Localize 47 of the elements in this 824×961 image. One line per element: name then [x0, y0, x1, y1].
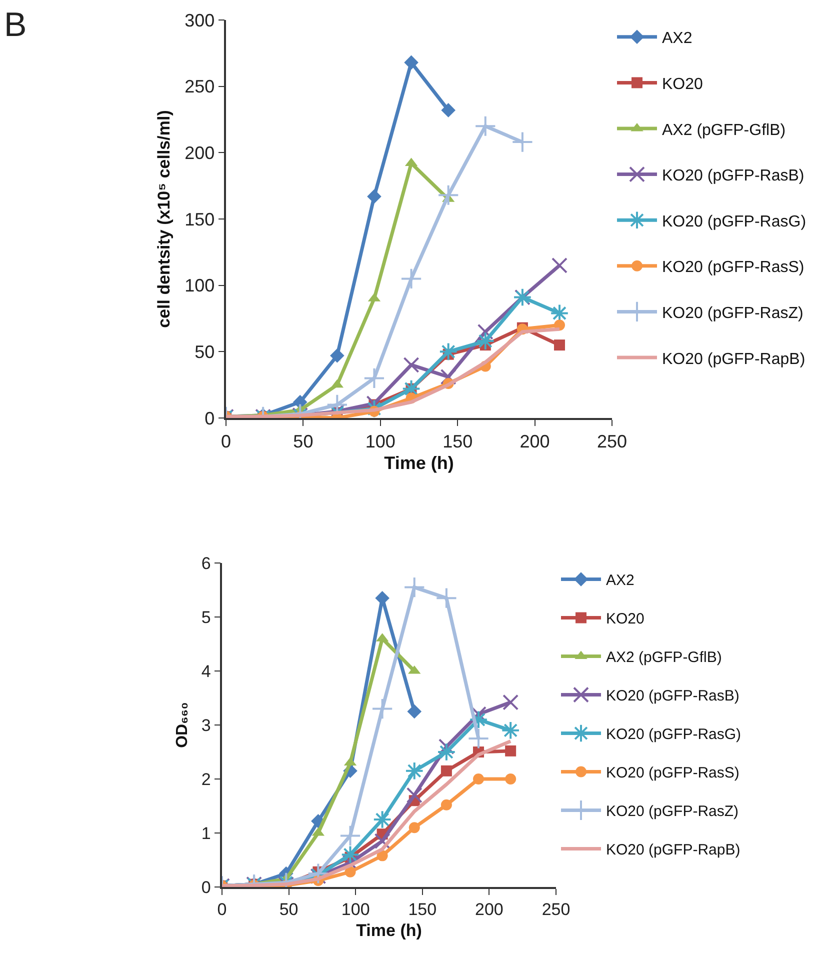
x-tick-label: 250	[596, 431, 628, 452]
y-tick-label: 0	[204, 408, 215, 428]
y-tick-label: 300	[184, 10, 215, 30]
legend-label: KO20 (pGFP-RasB)	[606, 688, 740, 705]
legend-label: KO20 (pGFP-RasZ)	[662, 304, 804, 322]
x-tick-label: 50	[293, 431, 314, 452]
x-axis-title: Time (h)	[356, 921, 422, 940]
legend-label: KO20 (pGFP-RasZ)	[606, 803, 739, 820]
y-axis-title: OD₆₆₀	[174, 702, 191, 748]
legend-label: KO20 (pGFP-RasS)	[606, 764, 740, 782]
x-tick-label: 0	[217, 900, 227, 920]
legend-label: KO20 (pGFP-RasS)	[662, 259, 804, 276]
legend-label: KO20	[662, 76, 704, 93]
legend-label: AX2 (pGFP-GflB)	[606, 649, 722, 666]
x-tick-label: 200	[475, 900, 504, 920]
text: B	[4, 6, 27, 44]
x-tick-label: 250	[542, 900, 570, 920]
legend-label: AX2	[662, 30, 692, 48]
x-tick-label: 50	[279, 900, 298, 920]
x-tick-label: 100	[365, 431, 396, 452]
legend-label: AX2 (pGFP-GflB)	[662, 122, 786, 139]
y-tick-label: 100	[184, 276, 215, 296]
legend-label: KO20	[606, 610, 644, 628]
y-tick-label: 0	[201, 878, 211, 897]
legend-label: KO20 (pGFP-RapB)	[662, 350, 806, 368]
y-tick-label: 200	[184, 142, 215, 163]
y-tick-label: 1	[201, 824, 211, 843]
y-tick-label: 3	[201, 716, 211, 735]
y-tick-label: 4	[201, 662, 211, 681]
y-tick-label: 5	[201, 608, 211, 627]
y-tick-label: 6	[201, 554, 211, 573]
x-tick-label: 0	[220, 431, 232, 452]
y-axis-title: cell dentsity (x10⁵ cells/ml)	[154, 110, 174, 328]
legend-label: AX2	[606, 572, 634, 590]
legend-label: KO20 (pGFP-RasB)	[662, 168, 804, 185]
x-tick-label: 150	[442, 431, 473, 452]
legend-label: KO20 (pGFP-RasG)	[662, 213, 806, 230]
legend-label: KO20 (pGFP-RasG)	[606, 726, 742, 744]
y-tick-label: 2	[201, 770, 211, 789]
y-tick-label: 250	[184, 76, 215, 97]
x-tick-label: 200	[520, 431, 550, 452]
x-axis-title: Time (h)	[384, 452, 454, 473]
y-tick-label: 50	[194, 342, 215, 362]
x-tick-label: 100	[341, 900, 370, 920]
legend-label: KO20 (pGFP-RapB)	[606, 842, 740, 859]
y-tick-label: 150	[184, 209, 215, 230]
x-tick-label: 150	[408, 900, 437, 920]
